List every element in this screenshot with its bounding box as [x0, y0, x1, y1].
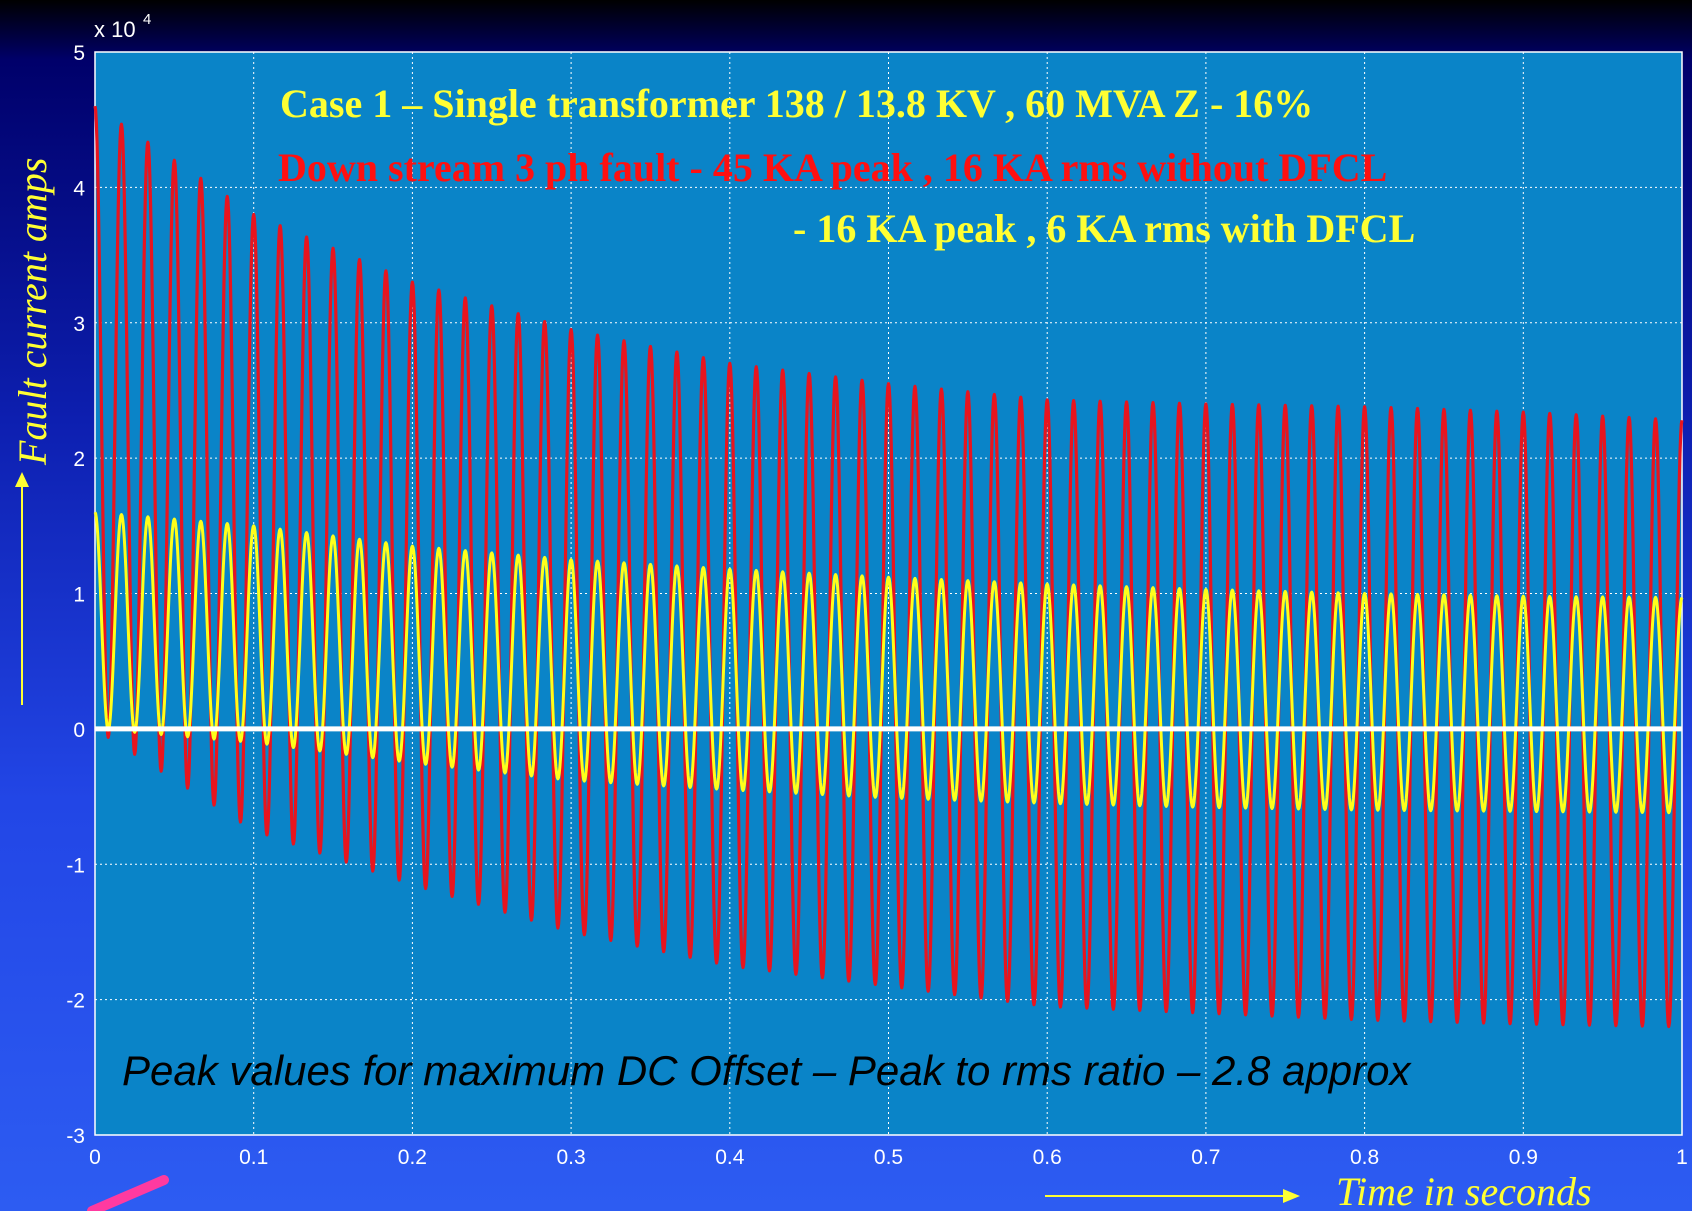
x-tick-label: 0.8	[1350, 1146, 1379, 1169]
chart-annotation: Peak values for maximum DC Offset – Peak…	[122, 1047, 1413, 1094]
y-tick-label: 0	[73, 719, 85, 742]
axis-ticks: 0 0.1 0.2 0.3 0.4 0.5 0.6 0.7 0.8 0.9 1 -3 -2 -1 0 1 2 3 4…	[66, 42, 1688, 1169]
chart-title-line-1: Case 1 – Single transformer 138 / 13.8 K…	[280, 81, 1313, 126]
series-lines	[93, 105, 1684, 1029]
x-axis-label: Time in seconds	[1336, 1169, 1592, 1211]
y-axis-label: Fault current amps	[10, 158, 55, 466]
chart-title-line-2: Down stream 3 ph fault - 45 KA peak , 16…	[278, 145, 1387, 190]
y-tick-label: -3	[66, 1125, 85, 1148]
x-tick-label: 0.5	[874, 1146, 903, 1169]
x-tick-label: 0.4	[715, 1146, 745, 1169]
y-exponent-power: 4	[143, 11, 151, 28]
y-tick-label: 3	[73, 313, 85, 336]
chart-title-line-3: - 16 KA peak , 6 KA rms with DFCL	[793, 206, 1415, 251]
x-tick-label: 1	[1676, 1146, 1688, 1169]
x-tick-label: 0.9	[1509, 1146, 1538, 1169]
x-tick-label: 0.6	[1033, 1146, 1062, 1169]
y-tick-label: 1	[73, 584, 85, 607]
y-tick-label: -1	[66, 854, 85, 877]
x-axis-arrow-head	[1283, 1189, 1300, 1203]
y-tick-label: 2	[73, 448, 85, 471]
y-exponent-label: x 10	[94, 17, 136, 42]
series-line-1	[93, 105, 1684, 1029]
x-tick-label: 0.3	[556, 1146, 585, 1169]
y-tick-label: 5	[73, 42, 85, 65]
y-tick-label: -2	[66, 990, 85, 1013]
x-tick-label: 0.7	[1191, 1146, 1220, 1169]
x-tick-label: 0	[89, 1146, 101, 1169]
x-tick-label: 0.1	[239, 1146, 268, 1169]
y-axis-arrow-head	[15, 472, 29, 487]
x-tick-label: 0.2	[398, 1146, 427, 1169]
pen-mark-decoration	[87, 1175, 169, 1211]
y-tick-label: 4	[73, 177, 85, 200]
series-line-2	[93, 511, 1684, 815]
